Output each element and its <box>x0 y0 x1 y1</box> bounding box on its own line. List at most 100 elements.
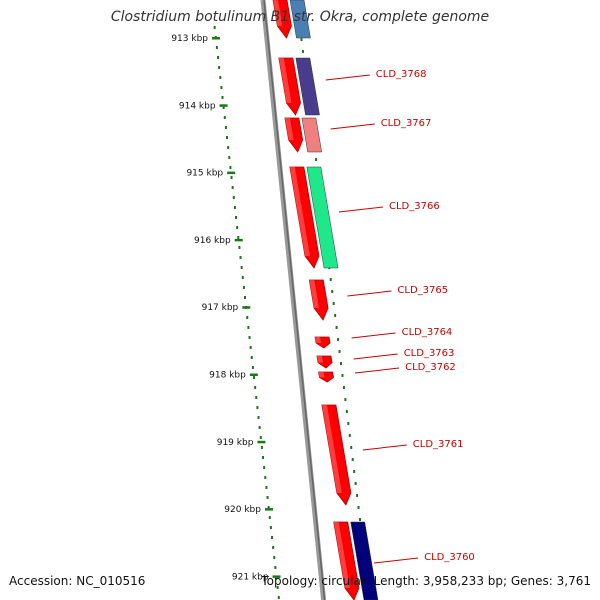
scale-dot <box>218 66 221 69</box>
outer-dot <box>341 374 344 377</box>
scale-dot <box>254 386 257 389</box>
scale-tick <box>234 238 243 242</box>
outer-dot <box>315 158 318 161</box>
gene-label: CLD_3765 <box>397 285 448 296</box>
scale-dot <box>232 196 235 199</box>
scale-dot <box>231 186 234 189</box>
scale-dot <box>242 286 245 289</box>
gene-arrow-highlight <box>309 280 320 308</box>
outer-dot <box>350 446 353 449</box>
label-leader <box>338 206 384 213</box>
scale-dot <box>259 436 262 439</box>
gene-label: CLD_3768 <box>376 69 427 80</box>
genome-backbone <box>260 0 327 600</box>
scale-dot <box>251 366 254 369</box>
scale-dot <box>258 426 261 429</box>
gene-partner-block <box>301 117 322 153</box>
scale-dot <box>255 396 258 399</box>
scale-dot <box>238 246 241 249</box>
scale-tick-label: 914 kbp <box>179 101 216 111</box>
scale-dot <box>272 546 275 549</box>
gene-features <box>272 0 379 600</box>
scale-tick <box>249 373 258 376</box>
scale-tick <box>212 37 220 40</box>
scale-dot <box>215 46 218 49</box>
gene-arrow-highlight <box>278 58 292 103</box>
scale-dot <box>253 376 256 379</box>
gene-arrow-highlight <box>289 167 310 256</box>
scale-dot <box>217 56 220 59</box>
scale-tick <box>227 171 236 175</box>
gene-label: CLD_3767 <box>381 118 432 129</box>
outer-dot <box>357 506 360 509</box>
outer-dot <box>347 422 350 425</box>
scale-dot <box>247 326 250 329</box>
gene-label: CLD_3763 <box>404 348 455 359</box>
gene-arrow-highlight <box>315 337 322 344</box>
scale-tick-label: 917 kbp <box>202 303 239 313</box>
gene-label: CLD_3761 <box>413 439 464 450</box>
scale-dot <box>273 556 276 559</box>
scale-dot <box>264 476 267 479</box>
scale-dot <box>228 156 231 159</box>
scale-tick-label: 919 kbp <box>217 438 254 448</box>
outer-dot <box>331 290 334 293</box>
scale-dot <box>271 536 274 539</box>
scale-tick <box>272 575 281 578</box>
scale-dot <box>274 566 277 569</box>
scale-dot <box>265 486 268 489</box>
scale-dot <box>263 466 266 469</box>
scale-dot <box>276 586 279 589</box>
gene-arrow-highlight <box>333 522 350 588</box>
scale-dot <box>277 596 280 599</box>
scale-dot <box>262 456 265 459</box>
outer-dot <box>335 326 338 329</box>
outer-dot <box>337 338 340 341</box>
gene-arrow-highlight <box>321 405 342 493</box>
genome-summary: Topology: circular; Length: 3,958,233 bp… <box>261 574 591 588</box>
map-title: Clostridium botulinum B1 str. Okra, comp… <box>110 9 490 25</box>
scale-dot <box>239 256 242 259</box>
scale-dot <box>268 516 271 519</box>
scale-dot <box>227 146 230 149</box>
gene-partner-block <box>350 521 379 600</box>
outer-dot <box>356 494 359 497</box>
outer-dot <box>342 386 345 389</box>
scale-dot <box>246 316 249 319</box>
outer-dot <box>359 518 362 521</box>
scale-dot <box>226 136 229 139</box>
outer-dot <box>300 38 303 41</box>
scale-tick <box>257 440 266 444</box>
label-leader <box>347 290 392 297</box>
scale-dot <box>267 506 270 509</box>
scale-tick-label: 913 kbp <box>171 34 208 44</box>
label-leader <box>362 444 407 451</box>
outer-dot <box>345 410 348 413</box>
outer-dot <box>332 302 335 305</box>
scale-dot <box>250 356 253 359</box>
scale-dot <box>235 216 238 219</box>
scale-tick <box>242 306 251 309</box>
backbone-edge <box>263 0 326 600</box>
outer-dot <box>351 458 354 461</box>
scale-dot <box>266 496 269 499</box>
scale-dot <box>221 96 224 99</box>
label-leader <box>351 332 396 339</box>
scale-dot <box>269 526 272 529</box>
outer-dot <box>334 314 337 317</box>
scale-dot <box>257 416 260 419</box>
gene-arrow-highlight <box>316 356 324 363</box>
label-leader <box>374 557 419 564</box>
outer-dot <box>353 470 356 473</box>
label-leader <box>355 367 400 374</box>
scale-tick-label: 921 kbp <box>232 572 269 582</box>
outer-dot <box>339 362 342 365</box>
scale-dot <box>260 446 263 449</box>
gene-arrow-highlight <box>318 372 325 378</box>
gene-partner-block <box>306 166 339 269</box>
scale-tick-label: 920 kbp <box>224 505 261 515</box>
scale-dot <box>244 296 247 299</box>
label-leader <box>353 353 398 360</box>
scale-dot <box>220 86 223 89</box>
gene-label: CLD_3764 <box>402 327 453 338</box>
